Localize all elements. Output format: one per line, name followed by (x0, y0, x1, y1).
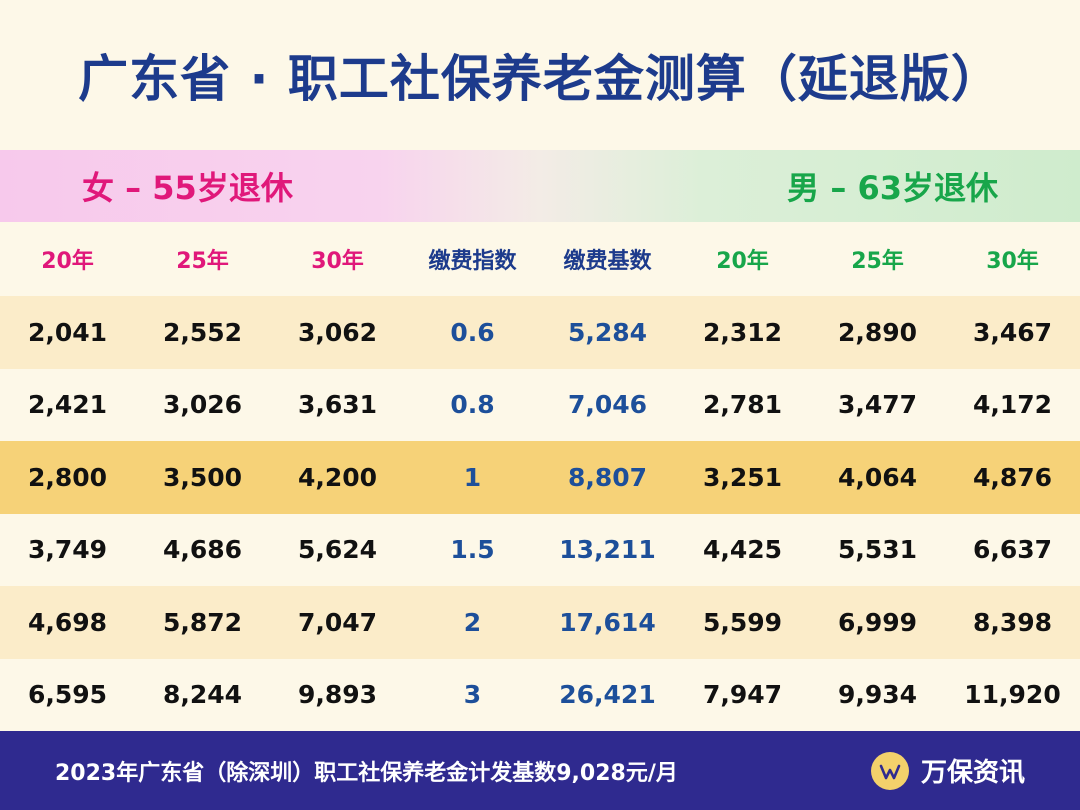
table-cell: 6,595 (27, 680, 108, 710)
table-cell: 3 (463, 680, 482, 710)
table-body: 2,041 2,552 3,062 0.6 5,284 2,312 2,890 … (0, 296, 1080, 731)
header-male-30: 30年 (986, 249, 1039, 274)
table-header: 20年 25年 30年 缴费指数 缴费基数 20年 25年 30年 (0, 222, 1080, 296)
header-female-25: 25年 (176, 249, 229, 274)
table-cell: 3,500 (162, 462, 243, 492)
table-cell: 8,244 (162, 680, 243, 710)
table-cell: 4,686 (162, 535, 243, 565)
table-cell: 9,934 (837, 680, 918, 710)
header-contribution-base: 缴费基数 (563, 249, 652, 274)
table-cell: 4,425 (702, 535, 783, 565)
header-contribution-index: 缴费指数 (428, 249, 517, 274)
table-row: 2,421 3,026 3,631 0.8 7,046 2,781 3,477 … (0, 368, 1080, 441)
table-row-highlighted: 2,800 3,500 4,200 1 8,807 3,251 4,064 4,… (0, 441, 1080, 514)
header-female-30: 30年 (311, 249, 364, 274)
table-cell: 3,749 (27, 535, 108, 565)
table-cell: 8,398 (972, 607, 1053, 637)
male-group-label: 男 – 63岁退休 (787, 169, 998, 207)
header-male-25: 25年 (851, 249, 904, 274)
table-row: 4,698 5,872 7,047 2 17,614 5,599 6,999 8… (0, 586, 1080, 659)
table-cell: 3,251 (702, 462, 783, 492)
table-cell: 7,046 (567, 390, 648, 420)
table-cell: 7,947 (702, 680, 783, 710)
header-female-20: 20年 (41, 249, 94, 274)
table-cell: 5,599 (702, 607, 783, 637)
table-cell: 26,421 (559, 680, 656, 710)
table-cell: 11,920 (964, 680, 1061, 710)
table-cell: 4,200 (297, 462, 378, 492)
table-row: 2,041 2,552 3,062 0.6 5,284 2,312 2,890 … (0, 296, 1080, 369)
table-cell: 4,064 (837, 462, 918, 492)
table-cell: 1.5 (450, 535, 495, 565)
table-cell: 2,421 (27, 390, 108, 420)
table-cell: 3,062 (297, 317, 378, 347)
table-cell: 9,893 (297, 680, 378, 710)
footer-bar: 2023年广东省（除深圳）职工社保养老金计发基数9,028元/月 万保资讯 (0, 731, 1080, 810)
brand-name: 万保资讯 (920, 758, 1025, 788)
table-cell: 2,552 (162, 317, 243, 347)
header-male-20: 20年 (716, 249, 769, 274)
table-row: 6,595 8,244 9,893 3 26,421 7,947 9,934 1… (0, 658, 1080, 731)
table-cell: 13,211 (559, 535, 656, 565)
footer-note: 2023年广东省（除深圳）职工社保养老金计发基数9,028元/月 (55, 760, 678, 786)
wanbao-logo-icon (870, 751, 909, 790)
female-group-label: 女 – 55岁退休 (82, 169, 293, 207)
table-cell: 3,631 (297, 390, 378, 420)
table-cell: 3,026 (162, 390, 243, 420)
table-cell: 2,800 (27, 462, 108, 492)
table-cell: 6,999 (837, 607, 918, 637)
table-cell: 5,531 (837, 535, 918, 565)
table-cell: 0.6 (450, 317, 495, 347)
table-cell: 2,312 (702, 317, 783, 347)
table-cell: 3,477 (837, 390, 918, 420)
table-cell: 0.8 (450, 390, 495, 420)
gender-band: 女 – 55岁退休 男 – 63岁退休 (0, 150, 1080, 222)
table-cell: 4,172 (972, 390, 1053, 420)
table-cell: 7,047 (297, 607, 378, 637)
table-cell: 8,807 (567, 462, 648, 492)
brand: 万保资讯 (870, 731, 1025, 810)
table-cell: 5,872 (162, 607, 243, 637)
page-title: 广东省 · 职工社保养老金测算（延退版） (0, 0, 1080, 150)
table-cell: 4,698 (27, 607, 108, 637)
table-cell: 2 (463, 607, 482, 637)
table-cell: 6,637 (972, 535, 1053, 565)
table-row: 3,749 4,686 5,624 1.5 13,211 4,425 5,531… (0, 513, 1080, 586)
table-cell: 2,041 (27, 317, 108, 347)
table-cell: 3,467 (972, 317, 1053, 347)
table-cell: 5,624 (297, 535, 378, 565)
table-cell: 1 (463, 462, 482, 492)
table-cell: 17,614 (559, 607, 656, 637)
table-cell: 4,876 (972, 462, 1053, 492)
table-cell: 2,781 (702, 390, 783, 420)
table-cell: 2,890 (837, 317, 918, 347)
table-cell: 5,284 (567, 317, 648, 347)
